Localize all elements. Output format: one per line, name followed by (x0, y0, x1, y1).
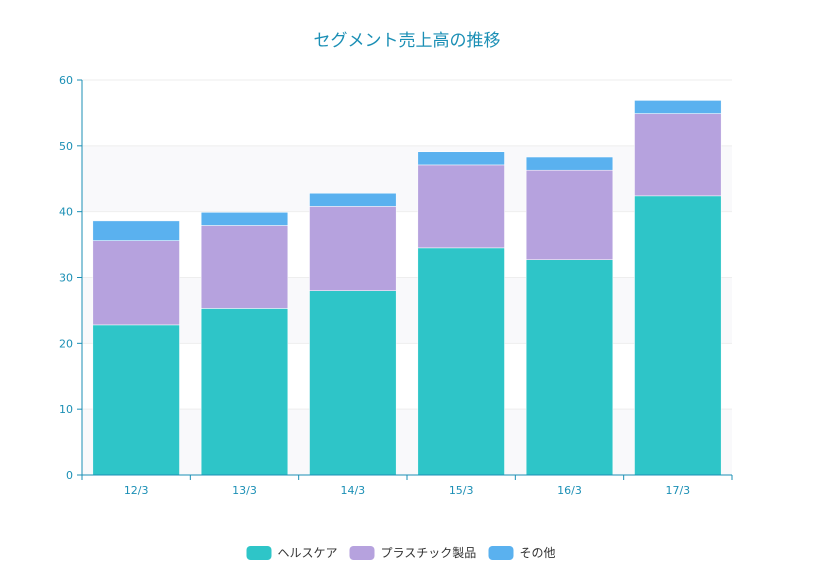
bar-segment[interactable] (525, 156, 614, 171)
plot-band (82, 80, 732, 146)
legend: ヘルスケア プラスチック製品 その他 (246, 546, 556, 560)
legend-label: ヘルスケア (278, 546, 338, 560)
legend-label: プラスチック製品 (381, 546, 477, 560)
bar-segment[interactable] (200, 225, 289, 309)
x-axis: 12/3 13/3 14/3 15/3 16/3 17/3 (81, 474, 733, 497)
bar-segment[interactable] (200, 308, 289, 476)
y-tick-label: 20 (59, 337, 73, 350)
bar-segment[interactable] (634, 113, 722, 197)
y-tick-label: 40 (59, 206, 73, 219)
bar-segment[interactable] (634, 100, 722, 114)
x-tick-label: 12/3 (124, 484, 149, 497)
bar-segment[interactable] (92, 324, 180, 476)
y-tick-label: 30 (59, 272, 73, 285)
bar-segment[interactable] (309, 290, 397, 476)
bar-segment[interactable] (525, 169, 614, 260)
x-tick-label: 16/3 (557, 484, 582, 497)
y-tick-label: 60 (59, 74, 73, 87)
plot-band (82, 211, 732, 278)
bar-segment[interactable] (309, 206, 397, 291)
plot-background (82, 80, 732, 475)
chart-title: セグメント売上高の推移 (314, 31, 501, 51)
x-tick-label: 13/3 (232, 484, 257, 497)
legend-swatch (246, 546, 272, 560)
legend-label: その他 (520, 546, 556, 560)
legend-swatch (488, 546, 514, 560)
legend-item[interactable]: プラスチック製品 (349, 546, 477, 560)
y-tick-label: 0 (66, 469, 73, 482)
x-tick-label: 17/3 (665, 484, 690, 497)
legend-item[interactable]: ヘルスケア (246, 546, 338, 560)
legend-item[interactable]: その他 (488, 546, 556, 560)
bar-segment[interactable] (200, 212, 289, 226)
plot-band (82, 409, 732, 475)
bar-segment[interactable] (417, 247, 505, 476)
y-axis: 0 10 20 30 40 50 60 (59, 74, 83, 482)
y-tick-label: 10 (59, 403, 73, 416)
bars (92, 100, 722, 476)
gridlines (82, 79, 732, 410)
legend-swatch (349, 546, 375, 560)
bar-segment[interactable] (92, 220, 180, 241)
x-tick-label: 15/3 (449, 484, 474, 497)
bar-segment[interactable] (634, 195, 722, 476)
x-tick-label: 14/3 (340, 484, 365, 497)
plot-band (82, 277, 732, 344)
y-tick-label: 50 (59, 140, 73, 153)
bar-segment[interactable] (417, 164, 505, 249)
bar-segment[interactable] (525, 259, 614, 476)
plot-band (82, 343, 732, 410)
bar-segment[interactable] (92, 240, 180, 326)
bar-segment[interactable] (417, 151, 505, 166)
plot-band (82, 145, 732, 212)
bar-segment[interactable] (309, 192, 397, 207)
